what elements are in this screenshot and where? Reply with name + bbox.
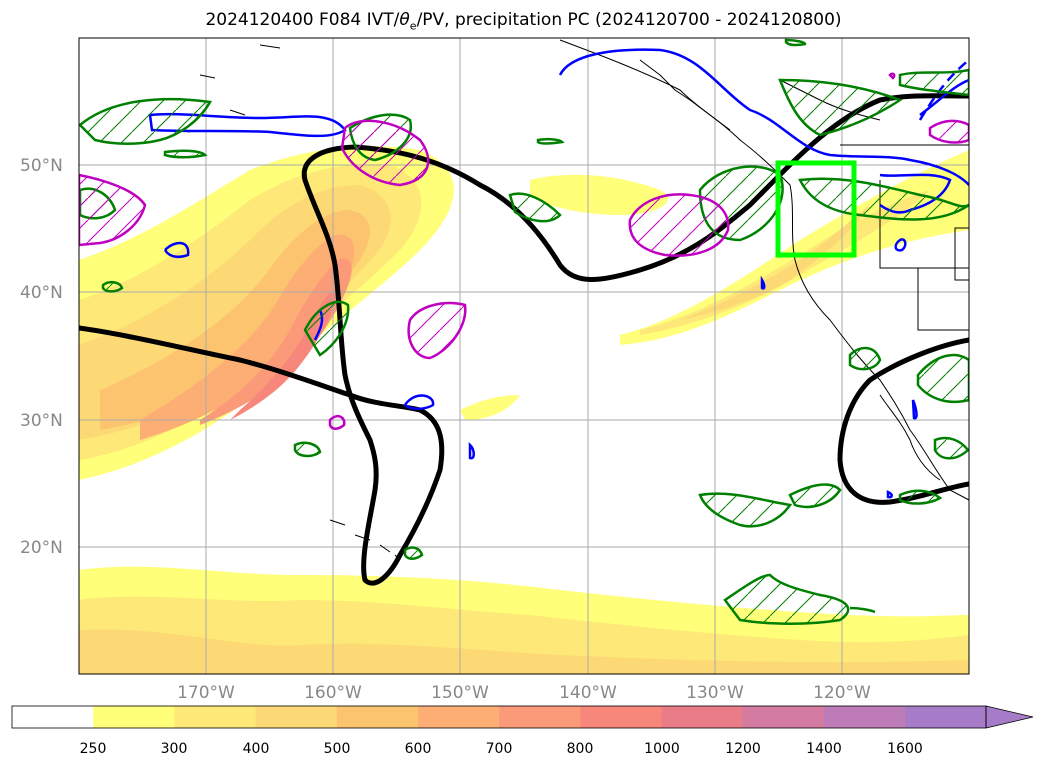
colorbar-tick-label: 700: [486, 741, 513, 757]
colorbar-swatch: [255, 706, 338, 728]
colorbar-swatch: [418, 706, 500, 728]
colorbar-swatch: [93, 706, 175, 728]
lat-label: 30°N: [20, 411, 63, 431]
colorbar-swatch: [661, 706, 744, 728]
colorbar-swatch: [336, 706, 419, 728]
lat-labels: 50°N 40°N 30°N 20°N: [20, 156, 63, 558]
colorbar-swatch: [742, 706, 825, 728]
theta-e-regions: [79, 38, 969, 625]
lon-label: 150°W: [431, 683, 489, 703]
map-frame: [78, 37, 970, 675]
target-region-box: [775, 160, 857, 258]
colorbar-tick-label: 1400: [806, 741, 842, 757]
colorbar-extend-arrow: [985, 705, 1034, 729]
colorbar-tick-label: 400: [243, 741, 270, 757]
colorbar-tick-label: 800: [567, 741, 594, 757]
colorbar-swatch: [12, 706, 94, 728]
lat-label: 40°N: [20, 283, 63, 303]
lon-label: 140°W: [559, 683, 617, 703]
colorbar-swatch: [905, 706, 987, 728]
colorbar-swatch: [824, 706, 906, 728]
colorbar-tick-label: 500: [324, 741, 351, 757]
lon-label: 120°W: [813, 683, 871, 703]
colorbar-tick-label: 250: [80, 741, 107, 757]
lon-label: 170°W: [177, 683, 235, 703]
colorbar-tick-label: 1000: [644, 741, 680, 757]
colorbar: 250 300 400 500 600 700 800 1000 1200 14…: [11, 705, 1034, 757]
colorbar-swatch: [174, 706, 257, 728]
colorbar-tick-label: 1600: [887, 741, 923, 757]
map-title: 2024120400 F084 IVT/θe/PV, precipitation…: [205, 10, 842, 33]
colorbar-swatch: [499, 706, 581, 728]
colorbar-swatches: [12, 706, 987, 728]
lon-labels: 170°W 160°W 150°W 140°W 130°W 120°W: [177, 683, 871, 703]
lat-label: 20°N: [20, 538, 63, 558]
colorbar-tick-label: 300: [161, 741, 188, 757]
lon-label: 130°W: [686, 683, 744, 703]
colorbar-outline: [11, 705, 987, 729]
map-panel: [79, 38, 969, 674]
colorbar-tick-label: 600: [405, 741, 432, 757]
precip-regions: [79, 72, 969, 430]
lat-label: 50°N: [20, 156, 63, 176]
colorbar-swatch: [580, 706, 663, 728]
lon-label: 160°W: [304, 683, 362, 703]
colorbar-tick-label: 1200: [725, 741, 761, 757]
